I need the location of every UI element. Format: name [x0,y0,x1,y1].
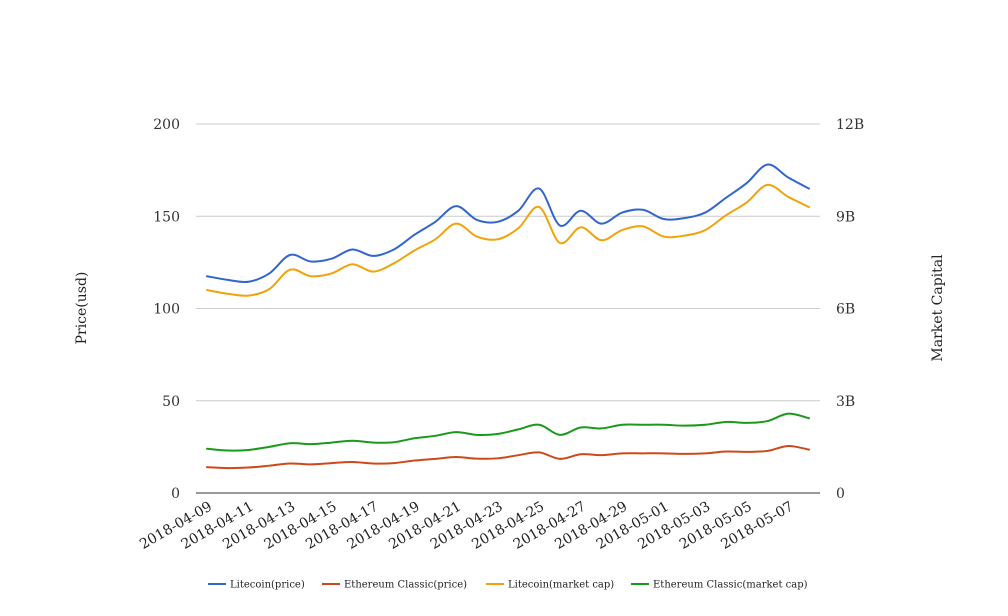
legend-label: Litecoin(market cap) [508,580,614,591]
y-right-tick-label: 12B [836,117,864,133]
y-left-tick-label: 100 [153,302,180,318]
series-line-1[interactable] [206,163,810,284]
x-axis: 2018-04-092018-04-112018-04-132018-04-15… [137,499,796,553]
legend-item-2[interactable]: Ethereum Classic(price) [322,580,467,591]
legend-item-3[interactable]: Litecoin(market cap) [486,580,614,591]
legend-item-1[interactable]: Litecoin(price) [208,580,305,591]
series-line-3[interactable] [206,183,810,297]
y-left-tick-label: 0 [171,486,180,502]
y-right-tick-label: 3B [836,394,855,410]
y-left-tick-label: 150 [153,209,180,225]
y-right-tick-label: 6B [836,302,855,318]
y-right-tick-label: 0 [836,486,845,502]
y-axis-right: 0 3B 6B 9B 12B [836,117,864,502]
legend-label: Litecoin(price) [230,580,305,591]
legend-label: Ethereum Classic(price) [344,580,467,591]
legend[interactable]: Litecoin(price) Ethereum Classic(price) Li… [208,580,808,591]
y-axis-left: 0 50 100 150 200 [153,117,180,502]
legend-item-4[interactable]: Ethereum Classic(market cap) [631,580,808,591]
y-left-tick-label: 50 [162,394,180,410]
y-right-tick-label: 9B [836,209,855,225]
y-axis-right-title: Market Capital [930,254,946,362]
y-axis-left-title: Price(usd) [74,272,90,345]
series-line-2[interactable] [206,444,810,470]
grid-lines [196,123,820,494]
legend-label: Ethereum Classic(market cap) [653,580,808,591]
series-line-4[interactable] [206,412,810,452]
series-lines [206,163,810,470]
y-left-tick-label: 200 [153,117,180,133]
